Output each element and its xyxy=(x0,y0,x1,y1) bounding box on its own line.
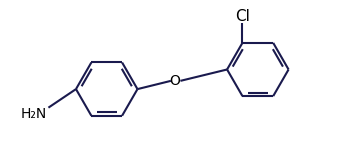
Text: Cl: Cl xyxy=(235,9,250,24)
Text: O: O xyxy=(170,74,181,88)
Text: H₂N: H₂N xyxy=(20,107,47,121)
